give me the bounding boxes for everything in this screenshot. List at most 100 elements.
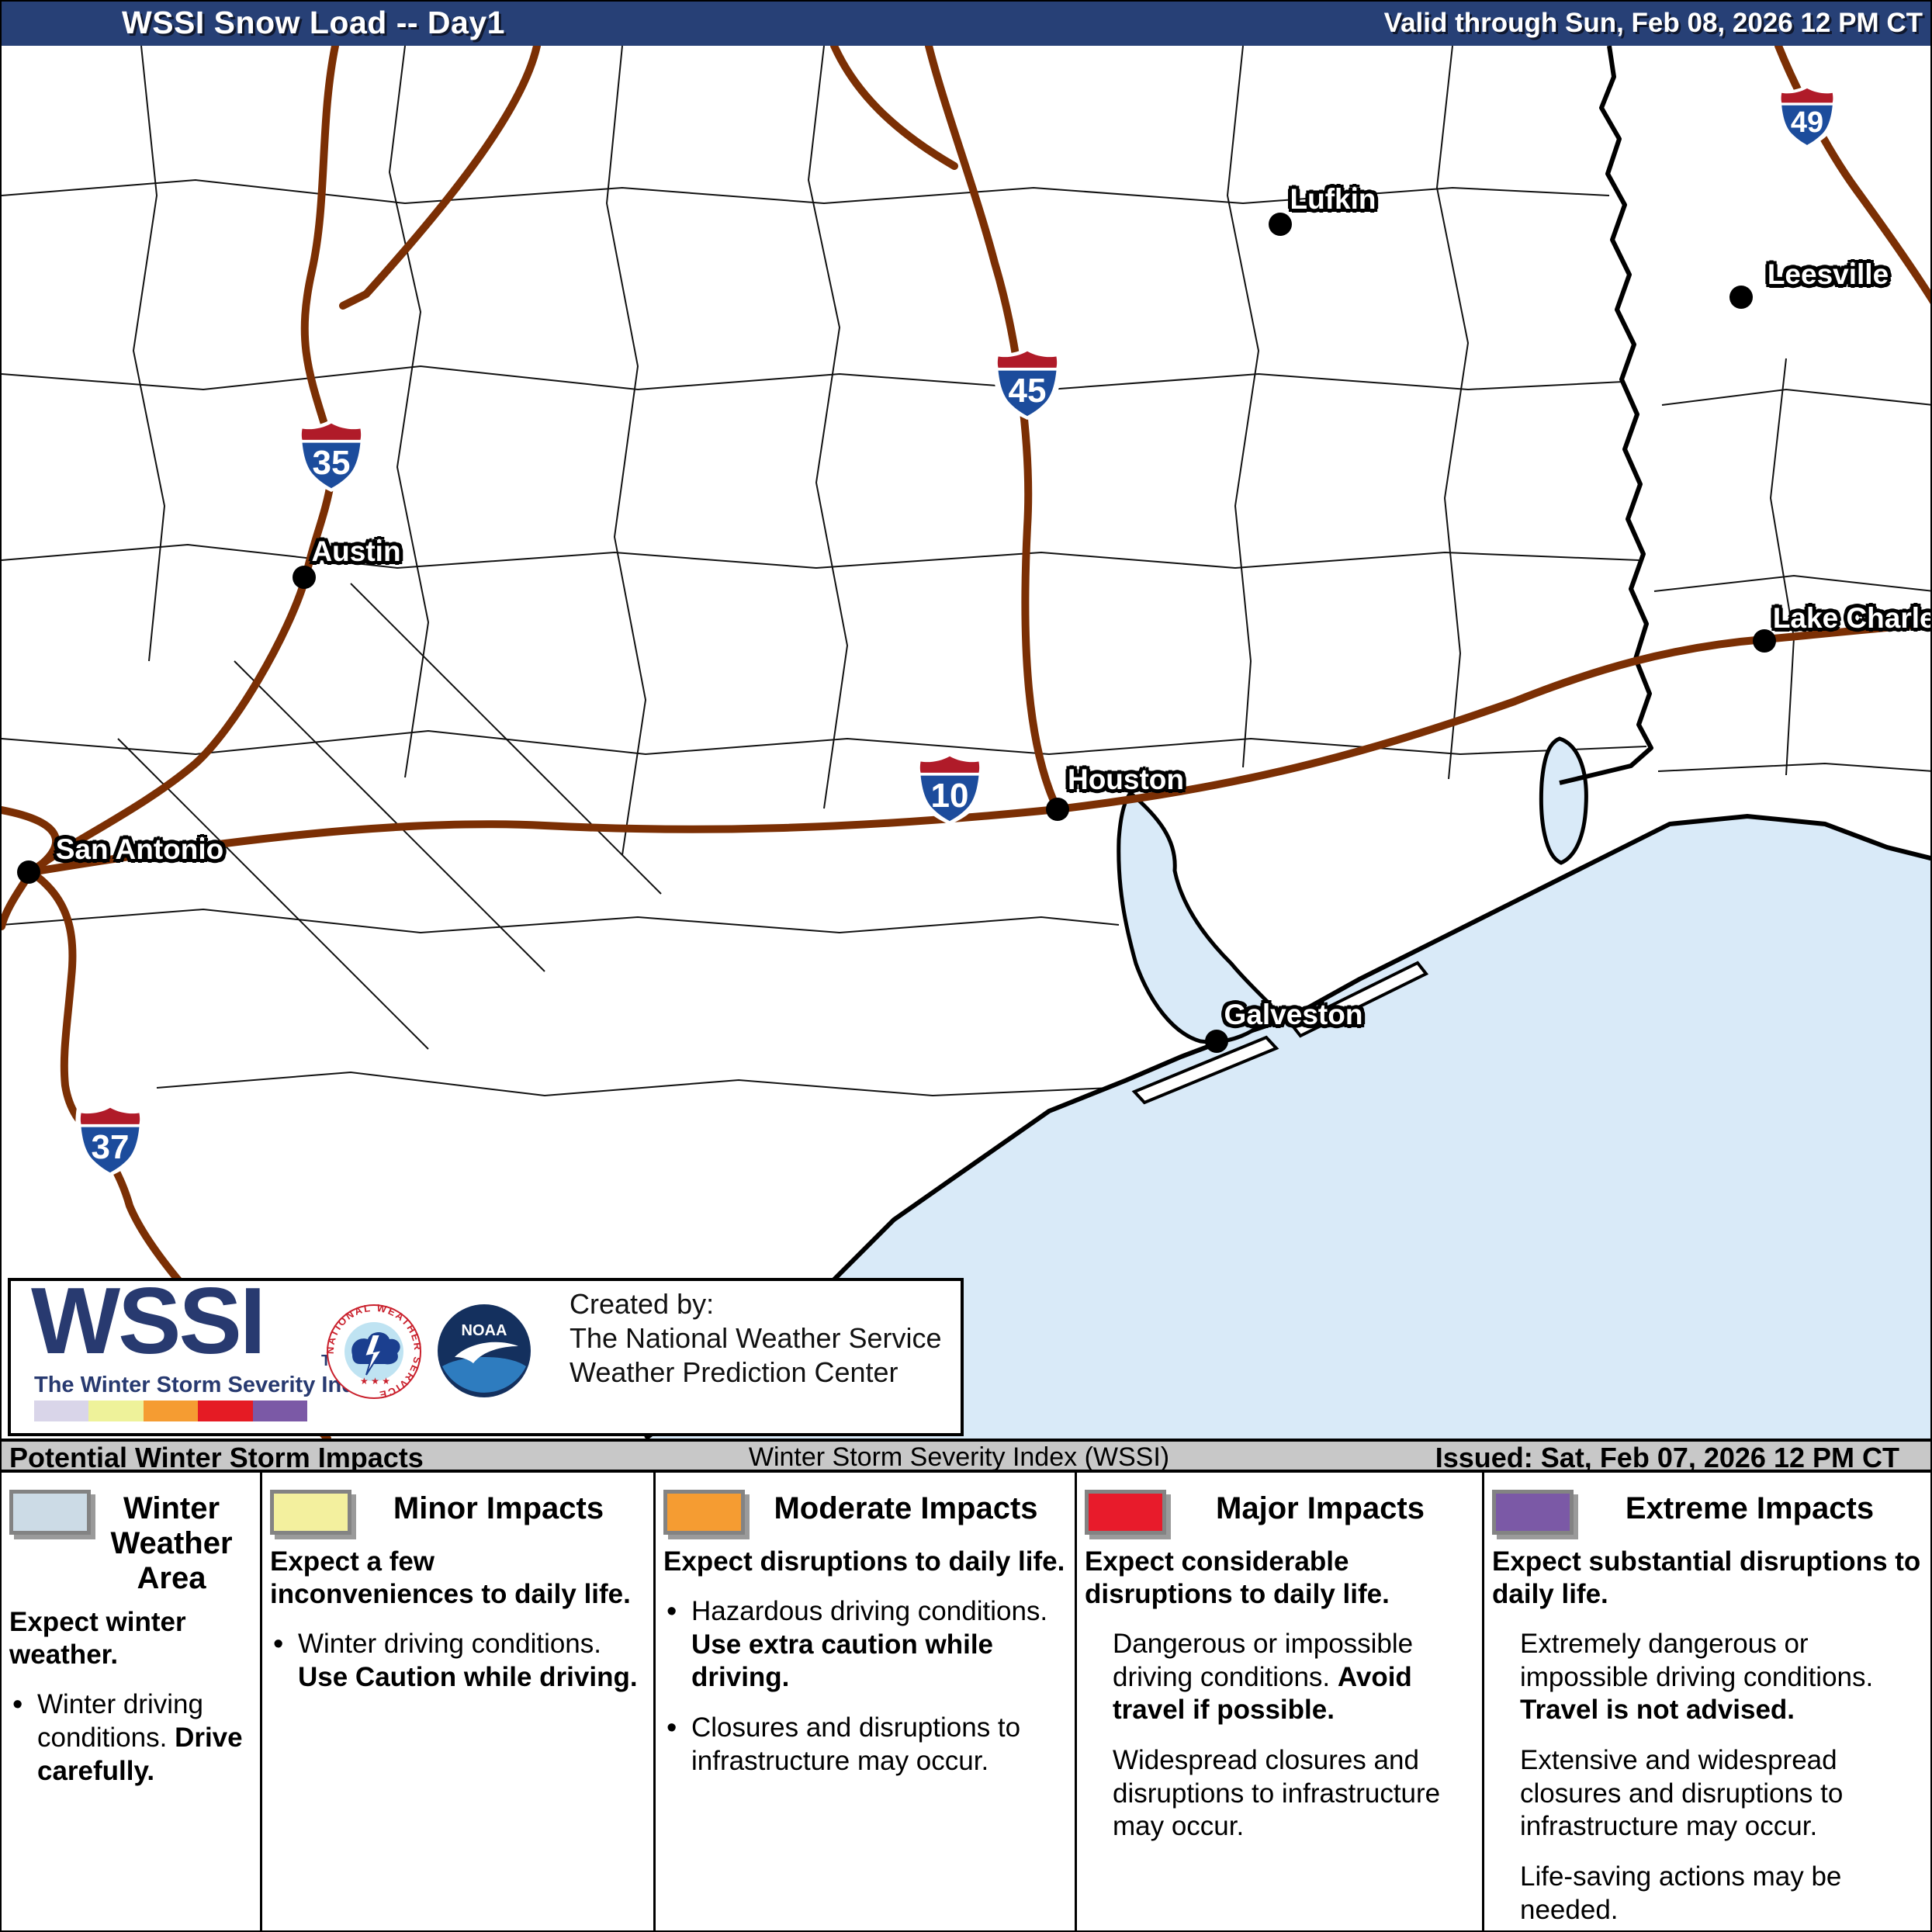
shield-number: 37: [91, 1127, 130, 1166]
legend-item: Widespread closures and disruptions to i…: [1085, 1744, 1474, 1844]
sabine-lake: [1539, 736, 1588, 865]
legend-intro: Expect winter weather.: [9, 1607, 186, 1671]
shield-number: 49: [1790, 106, 1824, 139]
legend-item: • Winter driving conditions. Use Caution…: [270, 1628, 646, 1694]
noaa-seal-text: NOAA: [462, 1322, 507, 1339]
legend-intro: Expect substantial disruptions to daily …: [1492, 1546, 1921, 1609]
city-label-lufkin: Lufkin: [1290, 183, 1376, 215]
city-dot-houston: [1046, 798, 1069, 821]
colorbar-swatch-extreme: [252, 1401, 308, 1421]
legend-swatch-major: [1085, 1490, 1166, 1535]
galveston-bay: [1117, 790, 1276, 1044]
interstate-roads: [2, 46, 1930, 1439]
city-label-galveston: Galveston: [1224, 999, 1363, 1030]
legend-item: Extensive and widespread closures and di…: [1492, 1744, 1926, 1844]
legend-item: • Closures and disruptions to infrastruc…: [663, 1712, 1067, 1778]
legend-intro: Expect considerable disruptions to daily…: [1085, 1546, 1390, 1609]
legend-item-bold: Travel is not advised.: [1520, 1695, 1795, 1726]
shield-shape-icon: [75, 1103, 145, 1177]
legend-item-text: Dangerous or impossible driving conditio…: [1113, 1629, 1414, 1692]
map-svg: [2, 46, 1930, 1439]
shield-number: 45: [1008, 371, 1047, 410]
city-dot-lake-charles: [1753, 629, 1776, 653]
page-title: WSSI Snow Load -- Day1: [122, 5, 505, 40]
legend-col-winter-weather-area: Winter Weather Area Expect winter weathe…: [2, 1473, 260, 1930]
header-bar: WSSI Snow Load -- Day1 Valid through Sun…: [2, 2, 1930, 46]
legend-item: • Hazardous driving conditions. Use extr…: [663, 1595, 1067, 1695]
legend-item-bold: Use extra caution while driving.: [691, 1629, 994, 1693]
legend-item-text: Extensive and widespread closures and di…: [1520, 1745, 1844, 1842]
colorbar-swatch-moderate: [143, 1401, 199, 1421]
shield-shape-icon: [296, 418, 366, 493]
wssi-bar-subtitle: Winter Storm Severity Index (WSSI): [748, 1442, 1170, 1472]
created-by-block: Created by: The National Weather Service…: [570, 1287, 942, 1390]
legend-item-text: Hazardous driving conditions.: [691, 1596, 1048, 1626]
bullet-icon: •: [273, 1628, 284, 1660]
valid-through-text: Valid through Sun, Feb 08, 2026 12 PM CT: [1383, 8, 1923, 38]
legend-title: Winter Weather Area: [110, 1491, 233, 1595]
city-label-san-antonio: San Antonio: [55, 833, 224, 865]
legend-item-text: Winter driving conditions.: [37, 1689, 203, 1754]
colorbar-swatch-winter-weather: [34, 1401, 89, 1421]
shield-number: 35: [312, 443, 351, 482]
legend-col-moderate: Moderate Impacts Expect disruptions to d…: [653, 1473, 1075, 1930]
legend-item: • Winter driving conditions. Drive caref…: [9, 1688, 252, 1788]
city-label-houston: Houston: [1067, 763, 1185, 795]
map-panel: 35 45 10 37: [2, 46, 1930, 1439]
created-by-line3: Weather Prediction Center: [570, 1356, 898, 1388]
legend-title: Major Impacts: [1216, 1491, 1425, 1525]
bullet-icon: •: [12, 1688, 23, 1722]
colorbar-swatch-major: [198, 1401, 253, 1421]
shield-shape-icon: [992, 346, 1062, 421]
county-boundaries: [2, 46, 1930, 1097]
city-label-austin: Austin: [311, 535, 401, 567]
legend-item: Extremely dangerous or impossible drivin…: [1492, 1628, 1926, 1727]
noaa-seal-icon: NOAA: [431, 1298, 537, 1404]
legend-swatch-minor: [270, 1490, 351, 1535]
nws-seal-icon: NATIONAL WEATHER SERVICE ★ ★ ★: [324, 1302, 422, 1401]
city-dot-san-antonio: [17, 860, 40, 884]
sabine-river: [1559, 46, 1653, 785]
city-dot-galveston: [1205, 1030, 1228, 1053]
legend-swatch-extreme: [1492, 1490, 1574, 1535]
legend-item-text: Life-saving actions may be needed.: [1520, 1861, 1842, 1925]
city-dot-leesville: [1729, 286, 1753, 309]
shield-shape-icon: [915, 751, 985, 826]
wssi-logo-box: WSSI TM The Winter Storm Severity Index …: [8, 1269, 964, 1436]
created-by-line1: Created by:: [570, 1288, 715, 1320]
legend-swatch-winter-weather: [9, 1490, 91, 1535]
legend-col-major: Major Impacts Expect considerable disrup…: [1075, 1473, 1482, 1930]
issue-bar: Potential Winter Storm Impacts Winter St…: [2, 1439, 1930, 1473]
legend-swatch-moderate: [663, 1490, 745, 1535]
legend-item-text: Widespread closures and disruptions to i…: [1113, 1745, 1441, 1842]
bullet-icon: •: [667, 1595, 677, 1628]
legend-item-text: Extremely dangerous or impossible drivin…: [1520, 1629, 1874, 1692]
legend-item-bold: Drive carefully.: [37, 1723, 243, 1786]
wssi-tagline: The Winter Storm Severity Index: [34, 1373, 381, 1397]
bullet-icon: •: [667, 1712, 677, 1745]
legend-title: Extreme Impacts: [1625, 1491, 1875, 1525]
wssi-severity-colorbar: [34, 1401, 308, 1421]
gulf-water: [646, 816, 1930, 1439]
interstate-shield-37: 37: [71, 1103, 149, 1177]
created-by-line2: The National Weather Service: [570, 1322, 942, 1354]
legend-item-bold: Use Caution while driving.: [298, 1661, 638, 1692]
legend-col-extreme: Extreme Impacts Expect substantial disru…: [1482, 1473, 1930, 1930]
interstate-shield-10: 10: [911, 751, 989, 826]
shield-number: 10: [930, 776, 969, 815]
legend-item-text: Closures and disruptions to infrastructu…: [691, 1712, 1021, 1776]
coastline: [644, 813, 1930, 1439]
issued-timestamp: Issued: Sat, Feb 07, 2026 12 PM CT: [1435, 1442, 1899, 1473]
interstate-shield-45: 45: [989, 346, 1066, 421]
city-label-lake-charles: Lake Charles: [1772, 602, 1930, 634]
interstate-shield-49: 49: [1773, 84, 1841, 149]
legend-item-bold: Avoid travel if possible.: [1113, 1661, 1412, 1726]
shield-shape-icon: [1776, 84, 1838, 149]
colorbar-swatch-minor: [88, 1401, 144, 1421]
svg-text:★ ★ ★: ★ ★ ★: [360, 1376, 390, 1387]
legend-col-minor: Minor Impacts Expect a few inconvenience…: [260, 1473, 653, 1930]
city-dot-austin: [293, 566, 316, 589]
legend-item: Dangerous or impossible driving conditio…: [1085, 1628, 1474, 1727]
legend-title: Moderate Impacts: [774, 1491, 1038, 1525]
